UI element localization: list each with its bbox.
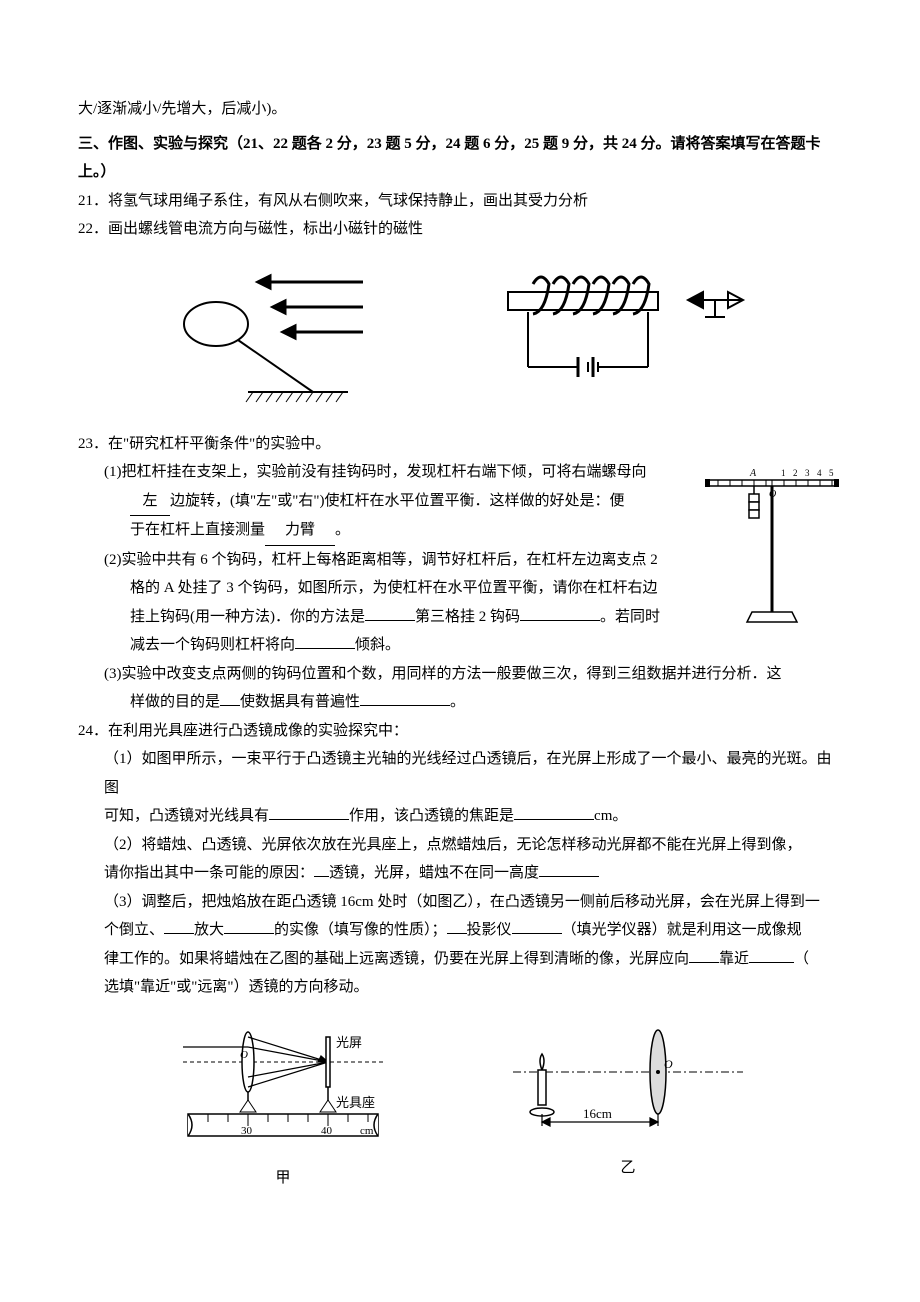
q24-p2-blankb	[539, 876, 599, 877]
q23-label-2: 2	[793, 468, 798, 478]
q24-p3-ans3: 靠近	[719, 951, 749, 967]
q24-p3-blank1b	[224, 933, 274, 934]
q24-p3-txt6: （	[794, 951, 809, 967]
q23-p1-line2: 左边旋转，(填"左"或"右")使杠杆在水平位置平衡．这样做的好处是：便	[78, 487, 690, 517]
q24-p1-txt4: cm。	[594, 808, 627, 824]
q23-p1a: (1)把杠杆挂在支架上，实验前没有挂钩码时，发现杠杆右端下倾，可将右端螺母向	[104, 464, 647, 480]
q24-figB-distance: 16cm	[583, 1106, 612, 1121]
q24-p1-txt1: （1）如图甲所示，一束平行于凸透镜主光轴的光线经过凸透镜后，在光屏上形成了一个最…	[104, 751, 832, 796]
q23-label-A: A	[749, 468, 757, 479]
q24-p3-blank2a	[447, 933, 467, 934]
q23-p2-txt4: 。若同时	[600, 609, 660, 625]
q24-p1-line2: 可知，凸透镜对光线具有 作用，该凸透镜的焦距是 cm。	[78, 802, 842, 831]
q23-p1-ans1: 左	[130, 487, 170, 517]
q23-p1-line1: (1)把杠杆挂在支架上，实验前没有挂钩码时，发现杠杆右端下倾，可将右端螺母向	[78, 458, 690, 487]
q23-p2-txt6: 倾斜。	[355, 637, 400, 653]
q24-figA-bench-label: 光具座	[336, 1095, 375, 1110]
q24-p3-ans1: 放大	[194, 922, 224, 938]
q24-p3-txt1: （3）调整后，把烛焰放在距凸透镜 16cm 处时（如图乙），在凸透镜另一侧前后移…	[104, 894, 820, 910]
q24-p3-txt4: （填光学仪器）就是利用这一成像规	[562, 922, 802, 938]
q24-p1-txt2: 可知，凸透镜对光线具有	[104, 808, 269, 824]
q23-figure: A 1 2 3 4 5 O	[702, 462, 842, 632]
q23-label-1: 1	[781, 468, 786, 478]
q24-figB-O: O	[664, 1057, 673, 1071]
q24-figA-screen-label: 光屏	[336, 1035, 362, 1050]
q23-p3-blank1	[220, 705, 240, 706]
q24-p3-blank3b	[749, 962, 794, 963]
q23-p2-txt1: (2)实验中共有 6 个钩码，杠杆上每格距离相等，调节好杠杆后，在杠杆左边离支点…	[104, 552, 658, 568]
q24-p1-txt3: 作用，该凸透镜的焦距是	[349, 808, 514, 824]
q23-p3-txt1: (3)实验中改变支点两侧的钩码位置和个数，用同样的方法一般要做三次，得到三组数据…	[104, 666, 782, 682]
q23-p3-line1: (3)实验中改变支点两侧的钩码位置和个数，用同样的方法一般要做三次，得到三组数据…	[78, 660, 842, 689]
q24-p2-blanka	[314, 876, 329, 877]
q24-p3-line3: 律工作的。如果将蜡烛在乙图的基础上远离透镜，仍要在光屏上得到清晰的像，光屏应向 靠…	[78, 945, 842, 974]
q23-p1-ans2: 力臂	[265, 516, 335, 546]
q24-p3-blank1a	[164, 933, 194, 934]
q23-p2-line4: 减去一个钩码则杠杆将向 倾斜。	[78, 631, 690, 660]
q23-p2-txt3: 挂上钩码(用一种方法)．你的方法是	[130, 609, 365, 625]
diagram-row-21-22	[158, 262, 842, 412]
q22-text: 22．画出螺线管电流方向与磁性，标出小磁针的磁性	[78, 215, 842, 244]
q24-p2-ans: 透镜，光屏，蜡烛不在同一高度	[329, 865, 539, 881]
q23-text-block: (1)把杠杆挂在支架上，实验前没有挂钩码时，发现杠杆右端下倾，可将右端螺母向 左…	[78, 458, 690, 660]
q24-p3-txt7: 选填"靠近"或"远离"）透镜的方向移动。	[104, 979, 369, 995]
q21-text: 21．将氢气球用绳子系住，有风从右侧吹来，气球保持静止，画出其受力分析	[78, 187, 842, 216]
q23-p2-blank1	[365, 620, 415, 621]
q23-label-4: 4	[817, 468, 822, 478]
q23-label-3: 3	[805, 468, 810, 478]
q24-p1-line1: （1）如图甲所示，一束平行于凸透镜主光轴的光线经过凸透镜后，在光屏上形成了一个最…	[78, 745, 842, 802]
q24-p2-line1: （2）将蜡烛、凸透镜、光屏依次放在光具座上，点燃蜡烛后，无论怎样移动光屏都不能在…	[78, 831, 842, 860]
q23-p2-blank3	[295, 648, 355, 649]
q23-p1-txt4: 。	[335, 522, 350, 538]
q24-title: 24．在利用光具座进行凸透镜成像的实验探究中：	[78, 717, 842, 746]
q24-figB-caption: 乙	[508, 1154, 748, 1183]
q24-p3-txt2: 个倒立、	[104, 922, 164, 938]
q24-figA-O: O	[240, 1049, 248, 1061]
section3-header: 三、作图、实验与探究（21、22 题各 2 分，23 题 5 分，24 题 6 …	[78, 130, 842, 187]
q23-p1-txt3: 于在杠杆上直接测量	[130, 522, 265, 538]
q23-p1-txt2: 边旋转，(填"左"或"右")使杠杆在水平位置平衡．这样做的好处是：便	[170, 493, 625, 509]
q24-figA-tickcm: cm	[360, 1125, 374, 1137]
q23-p3-txt2: 样做的目的是	[130, 694, 220, 710]
q23-body: (1)把杠杆挂在支架上，实验前没有挂钩码时，发现杠杆右端下倾，可将右端螺母向 左…	[78, 458, 842, 660]
q23-p3-ans: 使数据具有普遍性	[240, 694, 360, 710]
q24-figures-row: O 光屏 光具座	[178, 1022, 842, 1193]
q24-p3-line2: 个倒立、 放大 的实像（填写像的性质）； 投影仪 （填光学仪器）就是利用这一成像规	[78, 916, 842, 945]
q24-p1-blank1	[269, 819, 349, 820]
q24-figA-caption: 甲	[178, 1164, 388, 1193]
q24-p3-blank3a	[689, 962, 719, 963]
q24-p3-txt3: 的实像（填写像的性质）；	[274, 922, 447, 938]
q24-figA-tick40: 40	[321, 1125, 333, 1137]
q24-p2-txt2: 请你指出其中一条可能的原因：	[104, 865, 314, 881]
q24-p2-line2: 请你指出其中一条可能的原因： 透镜，光屏，蜡烛不在同一高度	[78, 859, 842, 888]
q23-p2-line1: (2)实验中共有 6 个钩码，杠杆上每格距离相等，调节好杠杆后，在杠杆左边离支点…	[78, 546, 690, 575]
q23-title: 23．在"研究杠杆平衡条件"的实验中。	[78, 430, 842, 459]
q23-p2-line3: 挂上钩码(用一种方法)．你的方法是 第三格挂 2 钩码 。若同时	[78, 603, 690, 632]
q24-figA-tick30: 30	[241, 1125, 253, 1137]
q23-p2-txt5: 减去一个钩码则杠杆将向	[130, 637, 295, 653]
q23-p2-txt2: 格的 A 处挂了 3 个钩码，如图所示，为使杠杆在水平位置平衡，请你在杠杆右边	[130, 580, 658, 596]
q24-p3-txt5: 律工作的。如果将蜡烛在乙图的基础上远离透镜，仍要在光屏上得到清晰的像，光屏应向	[104, 951, 689, 967]
q23-p2-blank2	[520, 620, 600, 621]
q24-p1-blank2	[514, 819, 594, 820]
q24-p3-line4: 选填"靠近"或"远离"）透镜的方向移动。	[78, 973, 842, 1002]
q23-p3-line2: 样做的目的是 使数据具有普遍性 。	[78, 688, 842, 717]
q23-label-5: 5	[829, 468, 834, 478]
q24-figB-wrap: O 16cm 乙	[508, 1022, 748, 1193]
top-fragment: 大/逐渐减小/先增大，后减小)。	[78, 95, 842, 124]
q24-p2-txt1: （2）将蜡烛、凸透镜、光屏依次放在光具座上，点燃蜡烛后，无论怎样移动光屏都不能在…	[104, 837, 802, 853]
q24-p3-ans2: 投影仪	[467, 922, 512, 938]
q22-diagram	[488, 262, 748, 402]
q24-figA-wrap: O 光屏 光具座	[178, 1022, 388, 1193]
q24-figB: O 16cm	[508, 1022, 748, 1142]
q23-p3-blank2	[360, 705, 450, 706]
q24-p3-line1: （3）调整后，把烛焰放在距凸透镜 16cm 处时（如图乙），在凸透镜另一侧前后移…	[78, 888, 842, 917]
q24-p3-blank2b	[512, 933, 562, 934]
q23-p2-line2: 格的 A 处挂了 3 个钩码，如图所示，为使杠杆在水平位置平衡，请你在杠杆右边	[78, 574, 690, 603]
q23-p2-ans: 第三格挂 2 钩码	[415, 609, 520, 625]
q23-p3-txt3: 。	[450, 694, 465, 710]
q23-p1-line3: 于在杠杆上直接测量力臂。	[78, 516, 690, 546]
q24-figA: O 光屏 光具座	[178, 1022, 388, 1152]
q21-diagram	[158, 262, 368, 412]
